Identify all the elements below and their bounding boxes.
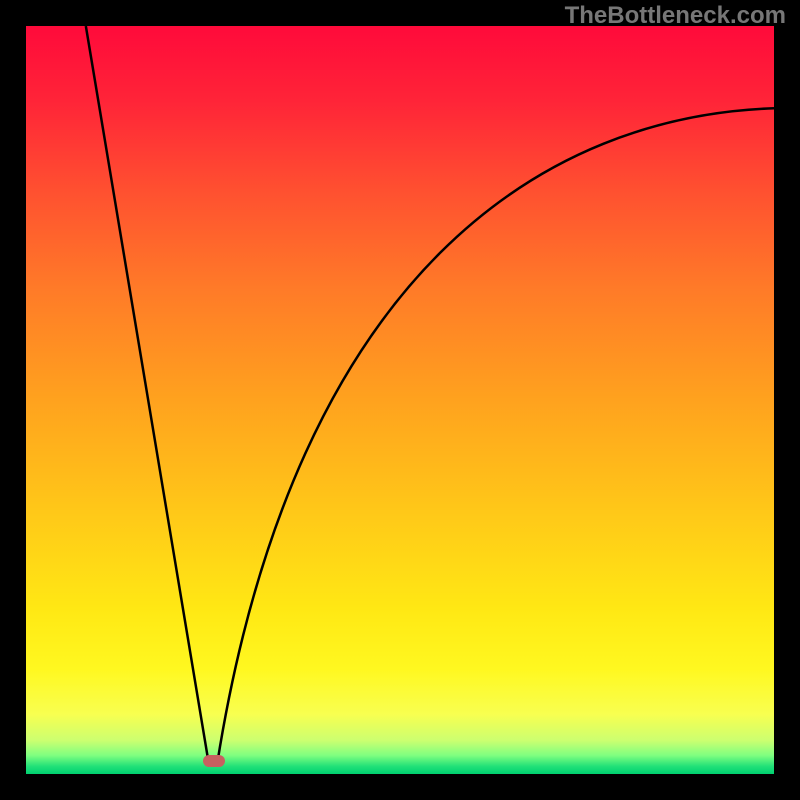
curve-svg: [26, 26, 774, 774]
curve-left-branch: [86, 26, 209, 767]
watermark-text: TheBottleneck.com: [565, 2, 786, 30]
plot-area: [26, 26, 774, 774]
marker-dot: [203, 755, 225, 767]
chart-frame: TheBottleneck.com: [0, 0, 800, 800]
curve-right-branch: [217, 108, 774, 766]
